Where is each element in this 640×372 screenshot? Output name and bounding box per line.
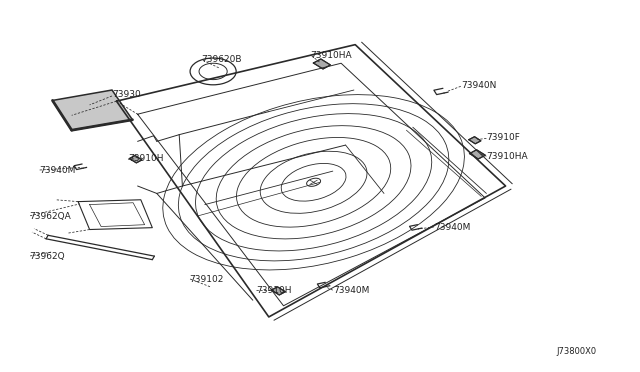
Text: 73940M: 73940M <box>40 166 76 174</box>
Polygon shape <box>129 155 142 163</box>
Text: 73910F: 73910F <box>486 133 520 142</box>
Text: 739102: 739102 <box>189 275 223 284</box>
Text: 739620B: 739620B <box>202 55 242 64</box>
Text: 73962Q: 73962Q <box>29 252 65 261</box>
Text: 73910H: 73910H <box>128 154 163 163</box>
Text: 73940N: 73940N <box>461 81 496 90</box>
Text: 73940M: 73940M <box>333 286 369 295</box>
Polygon shape <box>470 150 485 159</box>
Polygon shape <box>469 137 481 144</box>
Polygon shape <box>271 287 285 295</box>
Polygon shape <box>52 90 132 130</box>
Text: 73910HA: 73910HA <box>310 51 352 60</box>
Text: 73962QA: 73962QA <box>29 212 70 221</box>
Polygon shape <box>314 59 330 69</box>
Text: 73930: 73930 <box>112 90 141 99</box>
Text: 73910H: 73910H <box>256 286 291 295</box>
Text: 73910HA: 73910HA <box>486 152 528 161</box>
Text: 73940M: 73940M <box>434 223 470 232</box>
Text: J73800X0: J73800X0 <box>557 347 597 356</box>
